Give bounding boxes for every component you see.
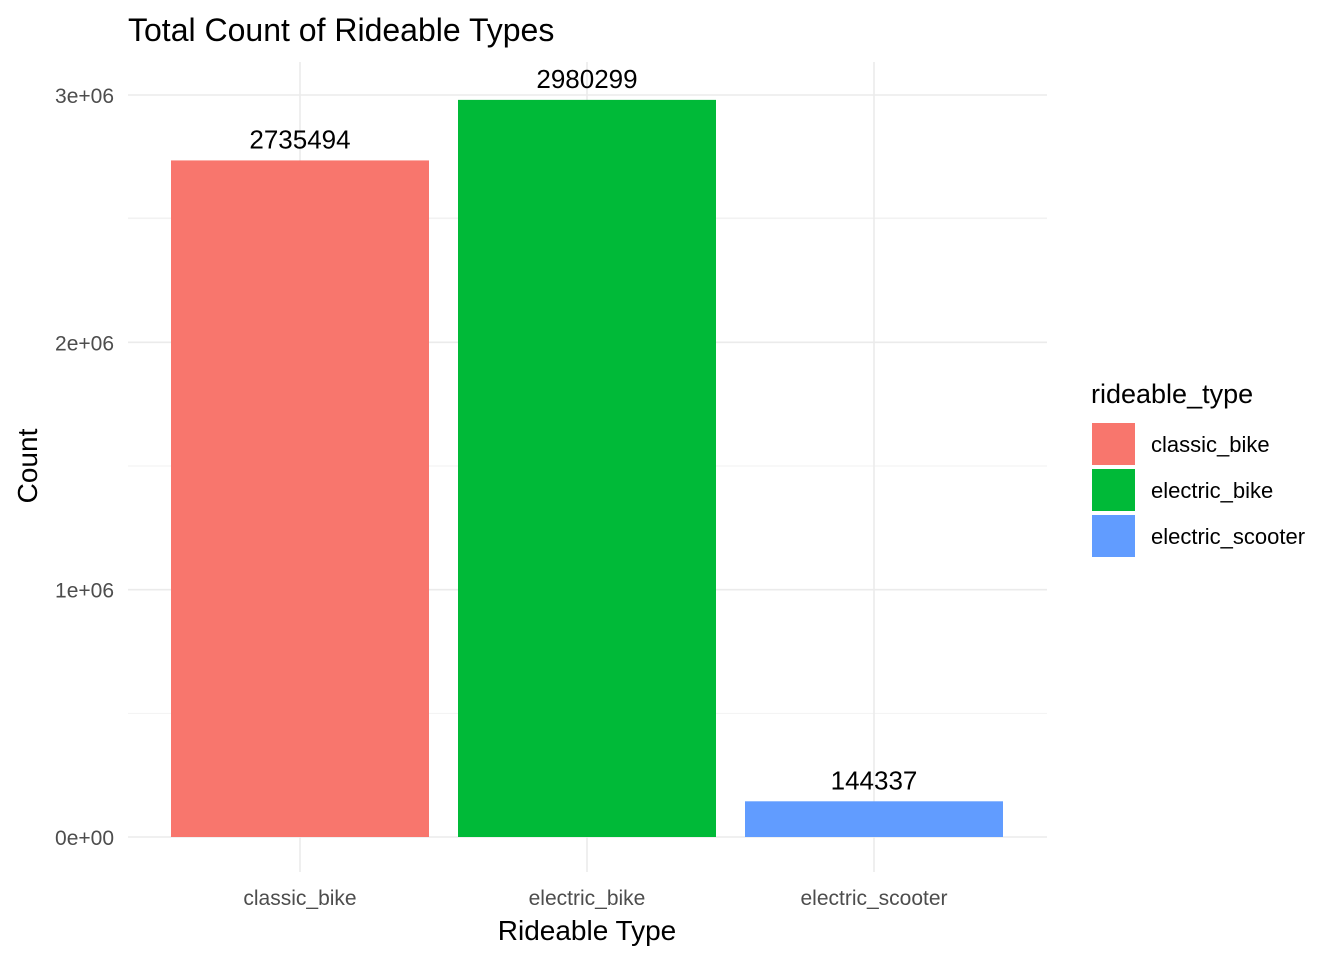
y-axis-tick-labels: 0e+00 1e+06 2e+06 3e+06 [55, 85, 114, 850]
y-tick-label: 3e+06 [55, 85, 114, 108]
y-axis-title: Count [12, 428, 43, 503]
legend-key-classic-bike [1092, 423, 1135, 465]
bar-value-label: 144337 [831, 765, 918, 795]
chart-title: Total Count of Rideable Types [128, 12, 554, 48]
bars [171, 99, 1003, 838]
x-tick-label: electric_bike [529, 887, 646, 910]
bar-electric-bike [458, 99, 716, 838]
x-tick-label: electric_scooter [800, 887, 947, 910]
bar-value-label: 2735494 [249, 124, 350, 154]
legend-key-electric-scooter [1092, 515, 1135, 557]
legend-entries: classic_bike electric_bike electric_scoote… [1092, 423, 1305, 557]
legend-key-electric-bike [1092, 469, 1135, 511]
legend-label: classic_bike [1151, 432, 1270, 457]
bar-value-label: 2980299 [536, 64, 637, 94]
y-tick-label: 1e+06 [55, 580, 114, 603]
y-tick-label: 0e+00 [55, 827, 114, 850]
legend-label: electric_bike [1151, 478, 1273, 503]
bar-value-labels: 2735494 2980299 144337 [249, 64, 917, 795]
legend-label: electric_scooter [1151, 524, 1305, 549]
x-axis-tick-labels: classic_bike electric_bike electric_scoote… [243, 887, 947, 910]
legend: rideable_type classic_bike electric_bikee… [1091, 379, 1305, 557]
bar-electric-scooter [745, 801, 1003, 837]
bar-classic-bike [171, 160, 429, 838]
x-axis-title: Rideable Type [498, 915, 677, 946]
y-tick-label: 2e+06 [55, 332, 114, 355]
legend-title: rideable_type [1091, 379, 1253, 409]
x-tick-label: classic_bike [243, 887, 356, 910]
